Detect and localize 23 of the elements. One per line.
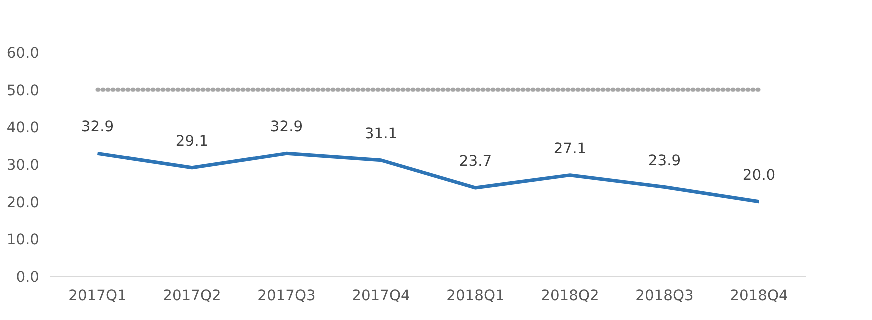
x-tick-label: 2018Q1 xyxy=(446,288,505,304)
x-tick-label: 2018Q4 xyxy=(730,288,788,304)
y-tick-label: 30.0 xyxy=(6,157,40,174)
x-tick-label: 2017Q4 xyxy=(352,288,410,304)
data-label: 23.9 xyxy=(648,152,682,170)
data-label: 23.7 xyxy=(459,153,492,170)
x-tick-label: 2018Q2 xyxy=(541,288,600,304)
data-label: 27.1 xyxy=(554,140,587,158)
y-tick-label: 50.0 xyxy=(6,82,40,100)
x-tick-label: 2017Q2 xyxy=(163,288,222,304)
data-label: 29.1 xyxy=(176,132,209,150)
x-tick-label: 2017Q3 xyxy=(258,288,316,304)
x-tick-label: 2018Q3 xyxy=(636,288,694,304)
data-label: 32.9 xyxy=(270,118,304,136)
y-tick-label: 0.0 xyxy=(16,269,40,286)
y-tick-label: 10.0 xyxy=(6,232,40,249)
data-label: 20.0 xyxy=(742,166,776,184)
y-tick-label: 60.0 xyxy=(6,45,40,62)
y-tick-label: 40.0 xyxy=(6,120,40,137)
data-label: 32.9 xyxy=(81,118,114,136)
data-label: 31.1 xyxy=(364,125,398,142)
y-tick-label: 20.0 xyxy=(6,194,40,212)
x-tick-label: 2017Q1 xyxy=(68,288,127,304)
